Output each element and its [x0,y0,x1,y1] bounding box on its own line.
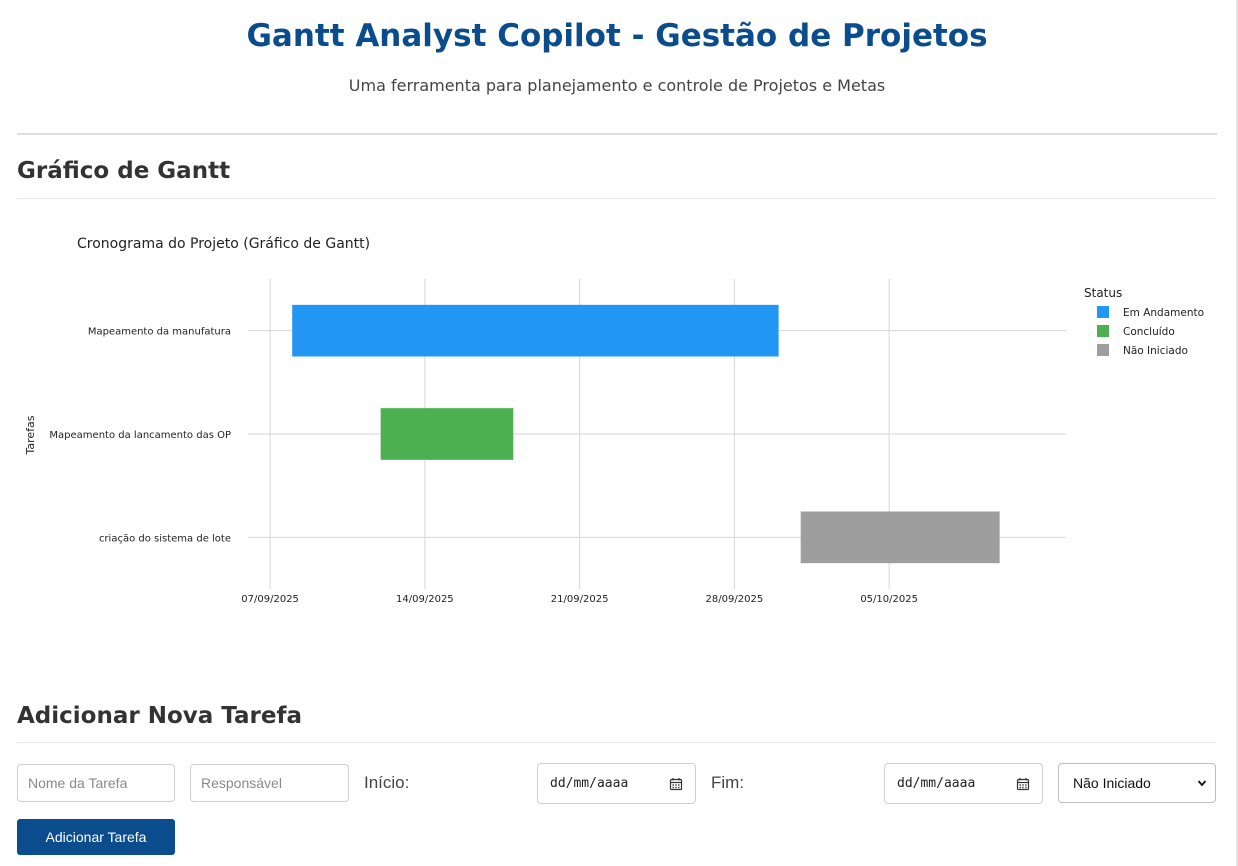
calendar-icon[interactable] [1016,777,1030,791]
chart-title: Cronograma do Projeto (Gráfico de Gantt) [77,236,370,252]
calendar-icon[interactable] [669,777,683,791]
add-task-heading: Adicionar Nova Tarefa [17,703,302,729]
y-tick-label: Mapeamento da manufatura [88,327,231,338]
end-date-value: dd/mm/aaaa [897,776,975,791]
x-tick-label: 07/09/2025 [241,594,299,605]
legend-label: Em Andamento [1123,307,1204,319]
legend-label: Concluído [1123,326,1175,338]
x-tick-label: 05/10/2025 [860,594,918,605]
task-bar [801,512,1000,564]
legend-swatch [1097,344,1109,356]
add-task-button[interactable]: Adicionar Tarefa [17,819,175,855]
page-subtitle: Uma ferramenta para planejamento e contr… [0,76,1234,95]
gantt-heading: Gráfico de Gantt [17,158,230,184]
gantt-chart-svg: Cronograma do Projeto (Gráfico de Gantt)… [0,200,1238,660]
task-name-input[interactable] [17,764,175,802]
gantt-heading-divider [17,198,1217,199]
y-axis-label: Tarefas [24,415,37,455]
y-axis-ticks: Mapeamento da manufatura Mapeamento da la… [49,327,231,545]
gantt-chart: Cronograma do Projeto (Gráfico de Gantt)… [0,200,1238,660]
status-select-value: Não Iniciado [1073,775,1151,791]
legend-label: Não Iniciado [1123,345,1188,357]
x-tick-label: 14/09/2025 [396,594,454,605]
end-date-input[interactable]: dd/mm/aaaa [884,763,1043,804]
end-date-label: Fim: [711,773,744,793]
status-select[interactable]: Não Iniciado [1058,763,1216,803]
y-tick-label: criação do sistema de lote [99,533,231,544]
responsible-input[interactable] [190,764,349,802]
y-tick-label: Mapeamento da lancamento das OP [49,430,231,441]
x-tick-label: 28/09/2025 [706,594,764,605]
x-axis-ticks: 07/09/2025 14/09/2025 21/09/2025 28/09/2025… [241,594,918,605]
add-task-heading-divider [17,742,1217,743]
start-date-value: dd/mm/aaaa [550,776,628,791]
legend-swatch [1097,306,1109,318]
start-date-label: Início: [364,773,409,793]
page-title: Gantt Analyst Copilot - Gestão de Projet… [0,18,1234,54]
legend-swatch [1097,325,1109,337]
legend-title: Status [1084,286,1122,300]
header-divider [17,133,1217,135]
x-tick-label: 21/09/2025 [551,594,609,605]
task-bar [292,305,778,357]
start-date-input[interactable]: dd/mm/aaaa [537,763,696,804]
chart-legend: Status Em Andamento Concluído Não Iniciado [1084,286,1204,357]
task-bar [381,408,514,460]
chevron-down-icon [1197,778,1207,788]
